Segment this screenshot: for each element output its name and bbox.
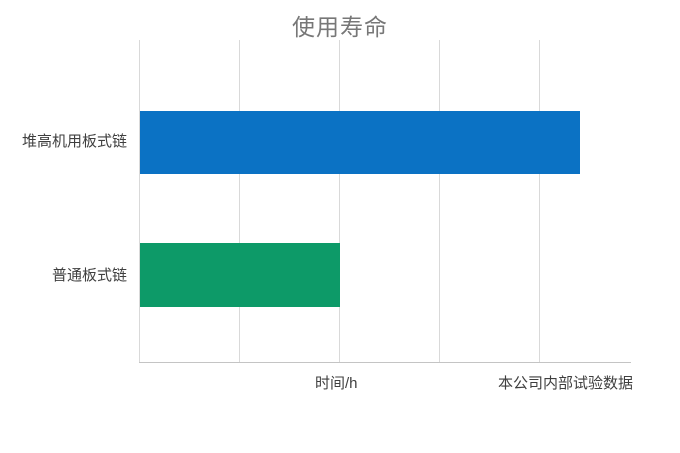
chart-title: 使用寿命: [292, 14, 388, 40]
bar-stacker-leaf-chain: [140, 111, 580, 174]
data-source-note: 本公司内部试验数据: [497, 375, 633, 392]
bar-ordinary-leaf-chain: [140, 243, 340, 307]
x-axis-title: 时间/h: [315, 375, 358, 392]
gridline: [239, 40, 240, 363]
gridline: [439, 40, 440, 363]
gridline: [339, 40, 340, 363]
category-label-stacker-leaf-chain: 堆高机用板式链: [21, 133, 127, 150]
category-label-ordinary-leaf-chain: 普通板式链: [51, 267, 127, 284]
plot-area: [139, 40, 631, 363]
gridline: [539, 40, 540, 363]
x-axis-line: [139, 362, 631, 363]
gridline: [139, 40, 140, 363]
